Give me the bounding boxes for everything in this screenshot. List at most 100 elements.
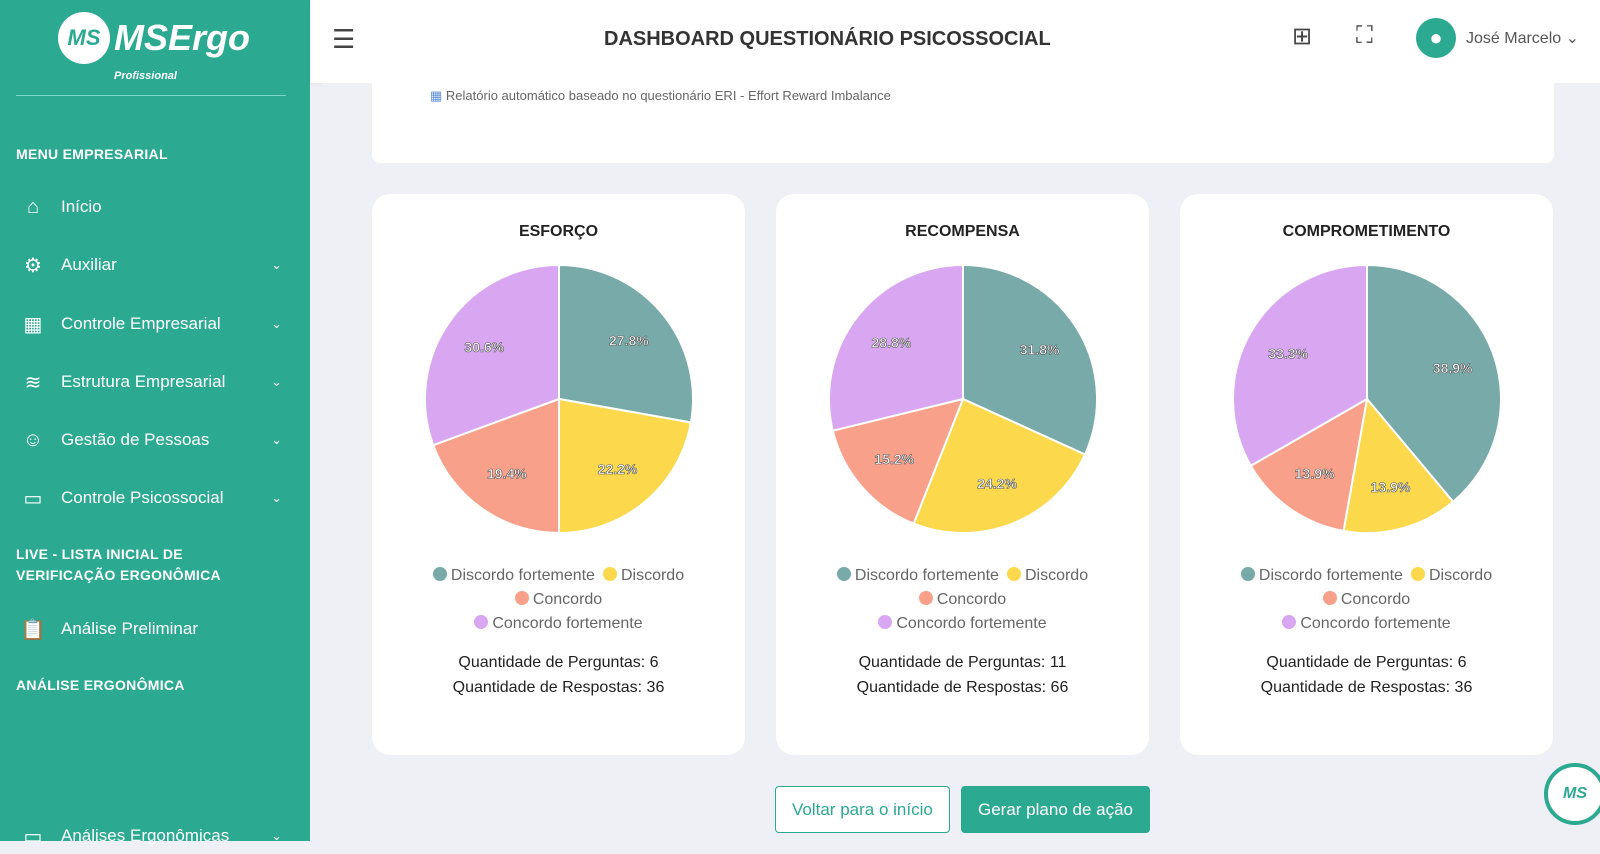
logo-mark: MS — [58, 12, 110, 64]
legend-dot — [836, 567, 851, 581]
legend-item[interactable]: Concordo fortemente — [878, 612, 1047, 636]
legend-item[interactable]: Discordo fortemente — [836, 564, 999, 588]
slice-label: 24.2% — [977, 476, 1017, 492]
chart-title: RECOMPENSA — [905, 223, 1020, 240]
sidebar-item-label: Controle Psicossocial — [61, 488, 224, 507]
legend-dot — [1410, 567, 1425, 581]
sidebar-item-estrutura-empresarial[interactable]: ≋ Estrutura Empresarial ⌄ — [20, 364, 282, 400]
legend-dot — [1006, 567, 1021, 581]
pie-chart: 31.8% 24.2% 15.2% 28.8% — [828, 263, 1098, 534]
chevron-down-icon: ⌄ — [271, 432, 282, 447]
chevron-down-icon: ⌄ — [1565, 30, 1580, 47]
avatar[interactable]: ● — [1416, 18, 1456, 58]
sidebar-item-controle-psicossocial[interactable]: ▭ Controle Psicossocial ⌄ — [20, 480, 282, 516]
legend-label: Discordo fortemente — [450, 567, 595, 584]
sidebar-item-controle-empresarial[interactable]: ▦ Controle Empresarial ⌄ — [20, 306, 282, 342]
logo-subtext: Profissional — [114, 70, 177, 82]
chevron-down-icon: ⌄ — [271, 374, 282, 389]
sidebar-item-analise-preliminar[interactable]: 📋 Análise Preliminar — [20, 611, 282, 647]
pie-slice[interactable] — [831, 397, 965, 525]
slice-label: 30.6% — [464, 339, 504, 355]
pie-slice[interactable] — [558, 397, 693, 535]
user-menu[interactable]: José Marcelo ⌄ — [1466, 28, 1579, 48]
legend-item[interactable]: Concordo fortemente — [1282, 612, 1451, 636]
legend-label: Concordo fortemente — [492, 615, 643, 632]
pie-card-2: COMPROMETIMENTO 38.9% 13.9% 13.9% 33.3% Disco… — [1180, 194, 1553, 755]
fullscreen-icon[interactable]: ⛶ — [1356, 22, 1373, 49]
apps-add-icon[interactable]: ⊞ — [1292, 23, 1313, 50]
slice-label: 31.8% — [1020, 342, 1060, 358]
sidebar-item-label: Controle Empresarial — [61, 314, 221, 333]
menu-toggle-icon[interactable]: ☰ — [332, 24, 356, 54]
answers-count: Quantidade de Respostas: 36 — [452, 679, 665, 696]
pie-slice[interactable] — [1249, 397, 1369, 533]
sidebar-item-label: Análises Ergonômicas — [61, 826, 230, 845]
section-live: LIVE - LISTA INICIAL DE VERIFICAÇÃO ERGO… — [16, 546, 221, 583]
gear-icon: ⚙ — [24, 254, 42, 277]
chart-legend: Discordo fortemente Discordo Concordo Conco… — [796, 564, 1129, 636]
pie-slice[interactable] — [558, 263, 694, 424]
legend-item[interactable]: Discordo — [1410, 564, 1493, 588]
legend-dot — [474, 615, 489, 629]
legend-item[interactable]: Concordo — [918, 588, 1006, 612]
building-icon: ▦ — [23, 313, 43, 336]
chevron-down-icon: ⌄ — [271, 828, 282, 843]
main-content: ▦ Relatório automático baseado no questi… — [322, 83, 1600, 841]
legend-item[interactable]: Concordo — [1322, 588, 1411, 612]
pie-chart: 38.9% 13.9% 13.9% 33.3% — [1232, 263, 1502, 534]
legend-dot — [432, 567, 447, 581]
sidebar-item-gestao-pessoas[interactable]: ☺ Gestão de Pessoas ⌄ — [20, 422, 282, 458]
calendar-icon: ▦ — [430, 88, 443, 103]
legend-label: Concordo — [1340, 591, 1411, 608]
generate-action-plan-button[interactable]: Gerar plano de ação — [961, 786, 1150, 833]
slice-label: 13.9% — [1295, 466, 1335, 482]
legend-item[interactable]: Discordo fortemente — [1240, 564, 1403, 588]
legend-item[interactable]: Discordo fortemente — [432, 564, 595, 588]
chart-title: COMPROMETIMENTO — [1282, 223, 1451, 240]
pie-slice[interactable] — [1342, 396, 1455, 534]
sidebar-item-auxiliar[interactable]: ⚙ Auxiliar ⌄ — [20, 247, 282, 283]
pie-slice[interactable] — [828, 263, 964, 432]
legend-label: Discordo — [1024, 567, 1089, 584]
legend-label: Discordo fortemente — [1258, 567, 1403, 584]
pie-slice[interactable] — [1232, 263, 1368, 468]
chart-title: ESFORÇO — [518, 223, 599, 240]
legend-dot — [1282, 615, 1297, 629]
chart-legend: Discordo fortemente Discordo Concordo Conco… — [392, 564, 725, 636]
pie-slice[interactable] — [1366, 263, 1502, 504]
pie-card-0: ESFORÇO 27.8% 22.2% 19.4% 30.6% Discordo fort… — [372, 194, 745, 755]
sidebar-item-inicio[interactable]: ⌂ Início — [20, 189, 282, 225]
legend-label: Discordo — [1428, 567, 1493, 584]
legend-item[interactable]: Concordo — [514, 588, 603, 612]
legend-dot — [918, 591, 933, 605]
report-subtitle: Relatório automático baseado no question… — [445, 88, 891, 103]
answers-count: Quantidade de Respostas: 36 — [1260, 679, 1473, 696]
section-analise-ergonomica: ANÁLISE ERGONÔMICA — [16, 677, 185, 693]
slice-label: 28.8% — [872, 335, 912, 351]
legend-dot — [602, 567, 617, 581]
slice-label: 27.8% — [609, 332, 649, 348]
msergo-floating-button[interactable]: MS — [1544, 763, 1600, 825]
chevron-down-icon: ⌄ — [271, 316, 282, 331]
chart-legend: Discordo fortemente Discordo Concordo Conco… — [1200, 564, 1533, 636]
clipboard-icon: 📋 — [20, 618, 46, 641]
sidebar-item-analises-ergonomicas[interactable]: ▭ Análises Ergonômicas ⌄ — [20, 818, 282, 854]
users-icon: ☺ — [22, 428, 44, 451]
back-to-start-button[interactable]: Voltar para o início — [775, 786, 950, 833]
logo[interactable]: MS MSErgo Profissional — [58, 12, 250, 82]
chevron-down-icon: ⌄ — [271, 257, 282, 272]
pie-slice[interactable] — [962, 263, 1098, 456]
sidebar-item-label: Auxiliar — [61, 255, 117, 274]
legend-label: Discordo — [620, 567, 685, 584]
legend-item[interactable]: Concordo fortemente — [474, 612, 643, 636]
legend-item[interactable]: Discordo — [1006, 564, 1089, 588]
slice-label: 19.4% — [487, 466, 527, 482]
pie-slice[interactable] — [912, 397, 1087, 534]
pie-card-1: RECOMPENSA 31.8% 24.2% 15.2% 28.8% Discordo f… — [776, 194, 1149, 755]
pie-slice[interactable] — [424, 263, 560, 447]
legend-item[interactable]: Discordo — [602, 564, 685, 588]
slice-label: 38.9% — [1433, 360, 1473, 376]
legend-label: Concordo — [532, 591, 603, 608]
pie-slice[interactable] — [431, 397, 560, 535]
slice-label: 22.2% — [598, 461, 638, 477]
